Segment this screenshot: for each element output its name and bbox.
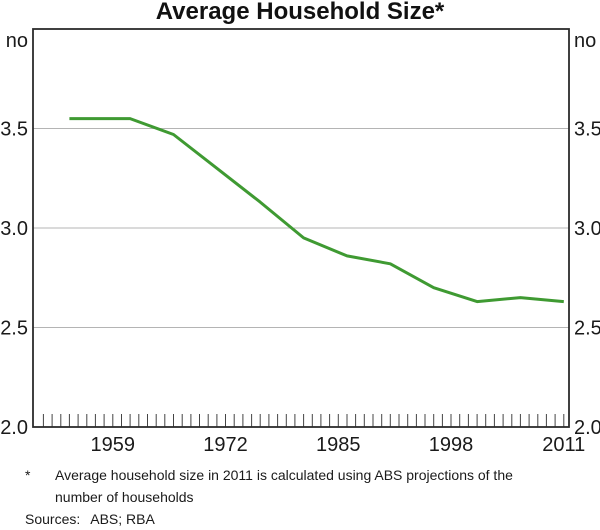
plot-frame: [32, 28, 570, 428]
y-axis-label-right: 2.0: [574, 417, 600, 439]
sources: Sources: ABS; RBA: [25, 509, 155, 529]
x-axis-label: 2011: [542, 434, 585, 456]
y-axis-label-right: 3.5: [574, 119, 600, 141]
x-axis-label: 1972: [203, 434, 248, 456]
chart-title: Average Household Size*: [155, 0, 445, 25]
x-axis-label: 1959: [91, 434, 136, 456]
footnote: * Average household size in 2011 is calc…: [25, 464, 523, 508]
y-axis-label-right: 2.5: [574, 318, 600, 340]
x-axis-label: 1998: [429, 434, 474, 456]
data-line: [69, 117, 564, 304]
y-axis-label-left: 2.0: [0, 417, 28, 439]
sources-value: ABS; RBA: [90, 511, 155, 527]
y-axis-label-left: 2.5: [0, 318, 28, 340]
unit-label-left: no: [6, 30, 28, 52]
x-axis-label: 1985: [316, 434, 361, 456]
y-axis-label-left: 3.5: [0, 119, 28, 141]
unit-label-right: no: [574, 30, 596, 52]
sources-label: Sources:: [25, 511, 81, 527]
y-axis-label-right: 3.0: [574, 218, 600, 240]
y-axis-label-left: 3.0: [0, 218, 28, 240]
footnote-text: Average household size in 2011 is calcul…: [55, 467, 513, 505]
footnote-marker: *: [25, 467, 31, 483]
